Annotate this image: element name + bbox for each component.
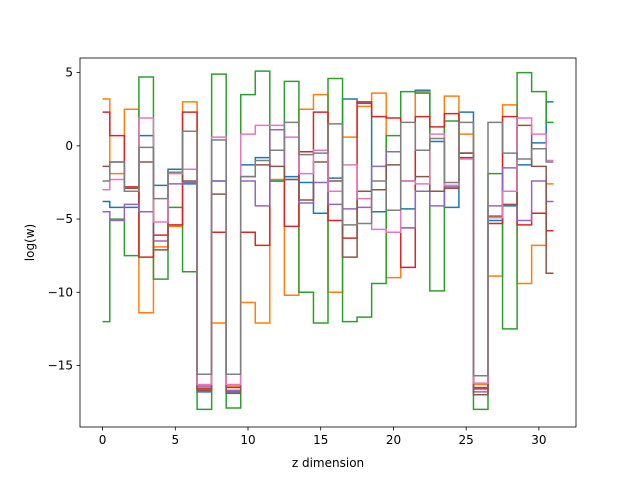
x-tick-label: 10: [240, 433, 255, 447]
y-tick-label: −15: [48, 359, 73, 373]
series-line-8: [102, 121, 554, 377]
y-axis-label: log(w): [23, 224, 37, 261]
x-tick-label: 25: [459, 433, 474, 447]
x-axis: 0 5 10 15 20 25 30: [99, 427, 547, 447]
series-layer: [102, 70, 554, 411]
y-tick-label: 0: [65, 139, 73, 153]
x-tick-label: 5: [171, 433, 179, 447]
series-line-7: [102, 117, 554, 386]
x-axis-label: z dimension: [292, 456, 364, 470]
x-tick-label: 30: [531, 433, 546, 447]
y-tick-label: 5: [65, 66, 73, 80]
series-line-5: [102, 129, 554, 393]
y-axis: −15 −10 −5 0 5: [48, 66, 80, 373]
axes-frame: [79, 57, 577, 428]
y-tick-label: −5: [55, 212, 73, 226]
x-tick-label: 15: [313, 433, 328, 447]
y-tick-label: −10: [48, 285, 73, 299]
x-tick-label: 0: [99, 433, 107, 447]
x-tick-label: 20: [386, 433, 401, 447]
